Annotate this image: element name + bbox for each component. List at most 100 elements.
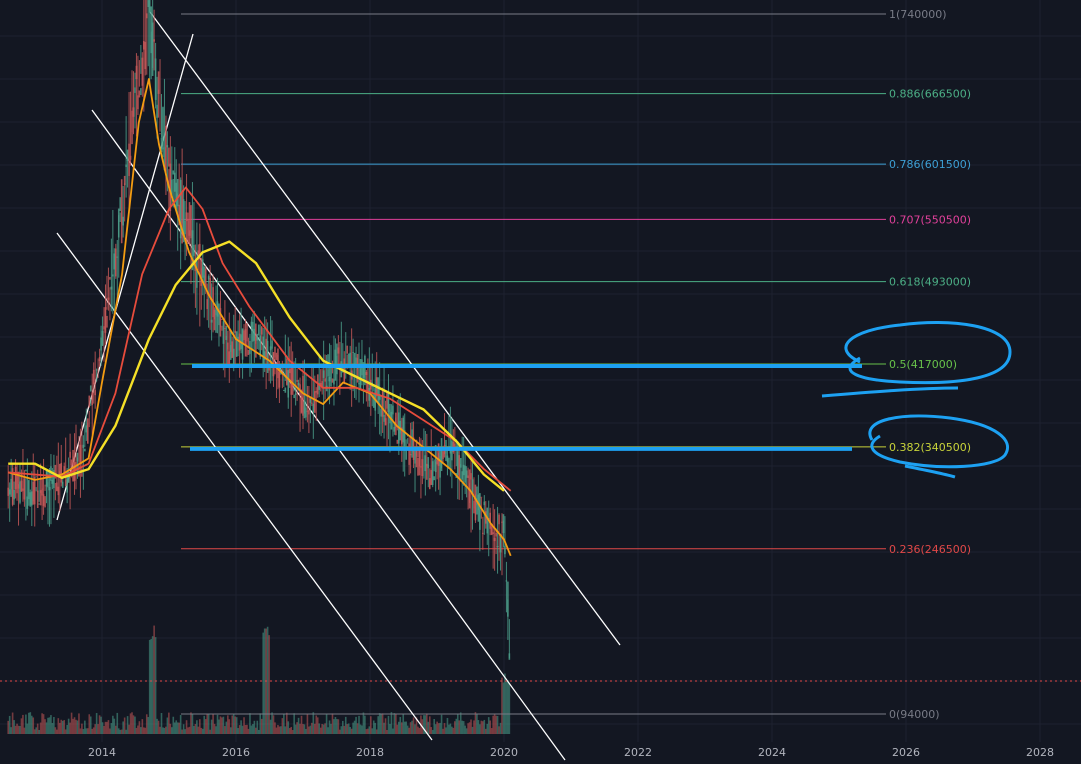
volume-bar xyxy=(449,723,452,734)
volume-bar xyxy=(268,635,270,734)
volume-bar xyxy=(128,724,130,734)
volume-bar xyxy=(274,722,276,734)
candle-body xyxy=(162,106,164,150)
volume-bar xyxy=(306,713,309,734)
candle-body xyxy=(439,449,441,478)
candle-body xyxy=(42,494,45,506)
candle-body xyxy=(86,418,89,444)
fibonacci-labels: 1(740000) 0.886(666500) 0.786(601500) 0.707… xyxy=(889,8,971,721)
volume-bar xyxy=(216,714,219,734)
candle-body xyxy=(459,457,462,468)
candle-body xyxy=(471,479,474,495)
candle-body xyxy=(48,486,51,491)
x-tick-label: 2018 xyxy=(356,746,384,759)
volume-bar xyxy=(482,721,484,734)
volume-bar xyxy=(322,724,325,734)
volume-bar xyxy=(119,729,122,734)
candle-body xyxy=(465,470,468,478)
volume-bar xyxy=(496,715,499,734)
x-tick-label: 2028 xyxy=(1026,746,1054,759)
candle-body xyxy=(141,57,144,86)
candle-body xyxy=(387,392,390,412)
candle-body xyxy=(498,514,500,525)
candle-body xyxy=(333,379,335,385)
candle-body xyxy=(207,276,210,280)
volume-bar xyxy=(232,713,235,734)
candle-body xyxy=(305,407,307,418)
volume-bar xyxy=(256,720,259,734)
volume-bar xyxy=(343,725,346,734)
volume-bar xyxy=(181,729,183,734)
candle-body xyxy=(67,472,70,483)
volume-bar xyxy=(7,720,9,734)
volume-bar xyxy=(311,722,313,734)
candle-body xyxy=(300,397,303,414)
volume-bar xyxy=(501,677,503,734)
volume-bar xyxy=(302,724,304,734)
volume-bar xyxy=(28,712,30,734)
candle-body xyxy=(337,347,340,354)
candle-body xyxy=(381,391,384,417)
candle-body xyxy=(346,345,349,354)
candle-body xyxy=(138,90,141,98)
candle-body xyxy=(117,208,120,238)
candle-body xyxy=(480,496,483,498)
volume-bar xyxy=(412,717,415,734)
volume-bar xyxy=(184,729,186,734)
volume-bar xyxy=(287,721,290,734)
hand-drawn-annotations xyxy=(190,320,1012,479)
volume-bar xyxy=(63,720,66,734)
candle-body xyxy=(22,488,24,491)
candle-body xyxy=(176,178,179,207)
volume-bar xyxy=(484,728,487,734)
volume-bar xyxy=(452,727,455,734)
candle-body xyxy=(95,369,98,371)
candle-body xyxy=(175,182,178,210)
candle-body xyxy=(427,457,430,469)
candle-body xyxy=(147,0,150,8)
volume-bar xyxy=(262,632,265,734)
volume-bar xyxy=(327,727,329,734)
candle-body xyxy=(392,405,394,415)
volume-bar xyxy=(468,722,471,734)
candle-body xyxy=(486,507,489,534)
volume-bar xyxy=(349,727,351,734)
volume-bar xyxy=(221,717,223,734)
volume-bar xyxy=(201,728,204,734)
candle-body xyxy=(356,354,359,383)
candle-body xyxy=(322,370,325,378)
candle-body xyxy=(244,329,247,357)
volume-bar xyxy=(294,724,297,734)
candle-body xyxy=(235,331,238,357)
candle-body xyxy=(362,362,365,379)
volume-bar xyxy=(150,638,152,734)
candle-body xyxy=(178,204,180,226)
candle-body xyxy=(437,443,440,466)
candle-body xyxy=(331,378,334,383)
volume-bar xyxy=(430,727,433,734)
volume-bar xyxy=(100,716,102,734)
volume-bar xyxy=(285,712,288,734)
volume-bar xyxy=(132,715,135,734)
volume-bar xyxy=(473,720,475,734)
volume-bar xyxy=(465,728,468,734)
volume-bar xyxy=(350,728,353,734)
candle-body xyxy=(396,439,399,444)
volume-bar xyxy=(365,729,368,734)
volume-bar xyxy=(504,673,506,734)
candle-body xyxy=(89,385,92,392)
volume-bar xyxy=(237,728,239,734)
volume-bar xyxy=(344,716,347,734)
volume-bar xyxy=(101,722,104,734)
volume-bar xyxy=(464,725,466,734)
volume-bar xyxy=(187,727,189,734)
volume-bar xyxy=(81,723,83,734)
candle-body xyxy=(262,336,265,368)
candle-body xyxy=(148,0,151,13)
candle-body xyxy=(426,463,428,480)
volume-bar xyxy=(85,728,88,734)
volume-bar xyxy=(428,716,431,734)
candle-body xyxy=(271,340,273,349)
volume-bar xyxy=(280,726,282,734)
